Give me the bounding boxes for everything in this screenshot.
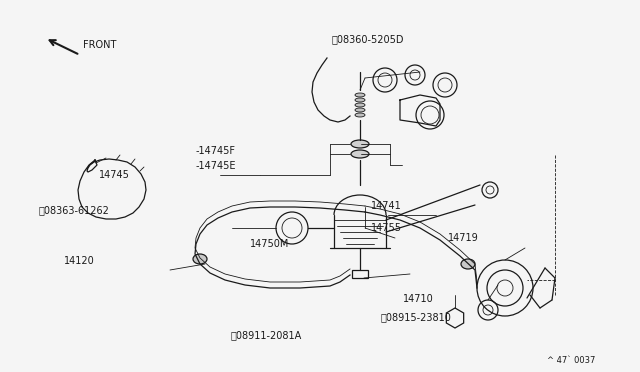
Text: -14745F: -14745F: [195, 146, 236, 155]
Ellipse shape: [351, 150, 369, 158]
Ellipse shape: [351, 140, 369, 148]
Text: Ⓛ08911-2081A: Ⓛ08911-2081A: [230, 331, 301, 340]
Text: ^ 47` 0037: ^ 47` 0037: [547, 356, 596, 365]
Bar: [352, 270, 368, 278]
Text: Ⓠ08915-23810: Ⓠ08915-23810: [381, 312, 452, 322]
Ellipse shape: [355, 103, 365, 107]
Text: Ⓢ08360-5205D: Ⓢ08360-5205D: [332, 34, 404, 44]
Ellipse shape: [355, 113, 365, 117]
Text: Ⓢ08363-61262: Ⓢ08363-61262: [38, 205, 109, 215]
Text: 14741: 14741: [371, 202, 402, 211]
Text: 14755: 14755: [371, 223, 402, 232]
Ellipse shape: [355, 93, 365, 97]
Text: 14710: 14710: [403, 295, 434, 304]
Ellipse shape: [193, 254, 207, 264]
Text: 14120: 14120: [64, 256, 95, 266]
Text: -14745E: -14745E: [195, 161, 236, 170]
Text: FRONT: FRONT: [83, 40, 116, 50]
Ellipse shape: [355, 98, 365, 102]
Text: 14750M: 14750M: [250, 239, 289, 248]
Text: 14719: 14719: [448, 233, 479, 243]
Ellipse shape: [355, 108, 365, 112]
Ellipse shape: [461, 259, 475, 269]
Text: 14745: 14745: [99, 170, 130, 180]
